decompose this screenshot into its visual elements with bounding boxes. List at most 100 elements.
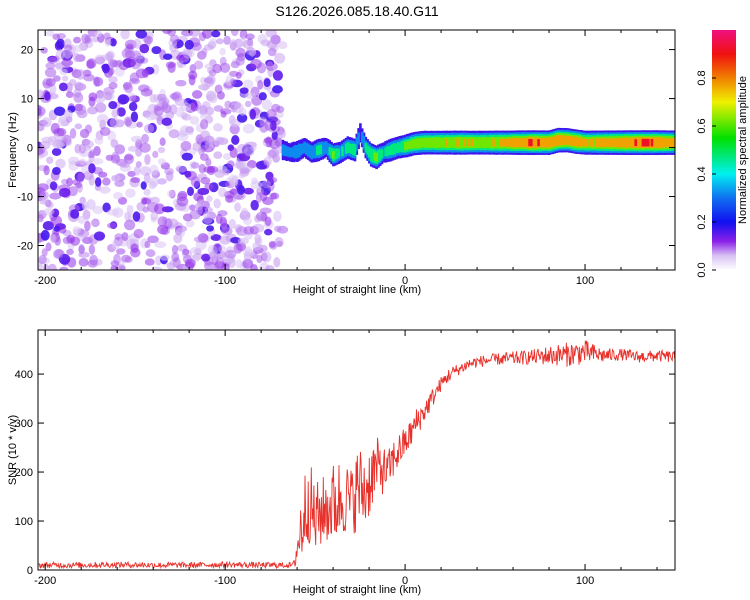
ridge-cell: [384, 147, 387, 156]
noise-blob: [62, 48, 73, 59]
snr-ylabel: SNR (10 * v/v): [7, 415, 19, 485]
noise-blob: [213, 198, 222, 209]
noise-blob: [201, 30, 213, 39]
ridge-cell: [404, 141, 407, 151]
colorbar-tick-label: 0.6: [696, 118, 708, 133]
noise-blob: [243, 225, 254, 235]
noise-blob: [205, 76, 214, 88]
noise-blob: [129, 72, 140, 83]
noise-blob: [265, 136, 272, 148]
noise-blob: [276, 130, 286, 139]
ridge-cell: [494, 137, 497, 148]
ridge-cell: [438, 137, 441, 149]
noise-blob: [154, 203, 166, 215]
noise-blob: [153, 106, 164, 117]
chart-title: S126.2026.085.18.40.G11: [275, 3, 438, 19]
noise-blob: [103, 91, 113, 101]
ridge-cell: [593, 137, 596, 149]
snr-frame: [37, 329, 676, 571]
ridge-cell: [449, 137, 452, 148]
ridge-cell: [612, 138, 616, 147]
noise-blob: [53, 225, 61, 232]
noise-blob: [58, 82, 68, 92]
ridge-cell: [440, 137, 443, 148]
noise-blob: [43, 207, 55, 216]
noise-blob: [94, 136, 104, 145]
noise-blob: [109, 117, 119, 129]
ridge-cell: [380, 149, 384, 159]
noise-blob: [89, 254, 98, 266]
noise-blob: [257, 79, 264, 90]
ridge-cell: [333, 148, 337, 160]
ridge-cell: [616, 138, 620, 147]
ridge-cell: [575, 136, 578, 147]
noise-blob: [59, 68, 68, 76]
noise-blob: [181, 152, 193, 161]
noise-blob: [163, 53, 173, 60]
ridge-cell: [537, 139, 540, 147]
ridge-cell: [477, 137, 481, 149]
noise-blob: [219, 235, 231, 245]
ridge-cell: [594, 138, 598, 148]
noise-blob: [215, 257, 225, 266]
noise-blob: [68, 186, 78, 197]
ridge-cell: [409, 140, 413, 149]
noise-blob: [110, 139, 119, 148]
noise-blob: [93, 76, 104, 87]
ridge-cell: [596, 138, 600, 147]
noise-blob: [49, 93, 59, 100]
noise-blob: [208, 92, 218, 104]
noise-blob: [99, 126, 111, 136]
noise-blob: [135, 30, 148, 39]
noise-blob: [113, 192, 123, 200]
noise-blob: [206, 225, 215, 232]
noise-blob: [102, 177, 111, 186]
noise-blob: [217, 187, 227, 198]
noise-blob: [175, 166, 188, 173]
ridge-cell: [639, 137, 643, 149]
noise-blob: [219, 216, 227, 227]
noise-blob: [209, 38, 218, 46]
ridge-cell: [654, 137, 657, 148]
noise-blob: [228, 177, 238, 187]
noise-blob: [269, 120, 277, 131]
ridge-cell: [353, 144, 357, 156]
spectrogram-ylabel: Frequency (Hz): [7, 112, 19, 188]
ridge-cell: [656, 137, 659, 148]
noise-blob: [272, 70, 283, 81]
noise-blob: [219, 62, 231, 73]
noise-blob: [144, 154, 151, 165]
noise-blob: [69, 78, 77, 87]
ridge-cell: [513, 138, 517, 148]
noise-blob: [224, 249, 237, 259]
noise-blob: [264, 216, 272, 227]
y-tick-label: 0: [27, 143, 33, 155]
ridge-cell: [310, 145, 314, 160]
noise-blob: [182, 49, 193, 59]
noise-blob: [50, 233, 57, 244]
noise-blob: [167, 218, 179, 228]
ridge-cell: [297, 143, 301, 158]
noise-blob: [220, 110, 227, 118]
noise-blob: [266, 61, 274, 72]
noise-blob: [154, 241, 167, 248]
noise-blob: [190, 176, 201, 188]
noise-blob: [127, 145, 139, 152]
ridge-cell: [405, 141, 409, 150]
noise-blob: [116, 59, 123, 67]
noise-blob: [151, 266, 163, 270]
noise-blob: [52, 166, 61, 176]
ridge-cell: [585, 138, 589, 147]
x-tick-label: 100: [576, 575, 594, 587]
ridge-cell: [450, 137, 454, 148]
noise-blob: [46, 156, 54, 165]
ridge-cell: [607, 138, 611, 148]
noise-blob: [130, 135, 143, 143]
ridge-cell: [566, 136, 569, 145]
noise-blob: [123, 153, 135, 165]
noise-blob: [74, 123, 83, 130]
noise-blob: [42, 220, 54, 231]
y-tick-label: 10: [21, 94, 33, 106]
